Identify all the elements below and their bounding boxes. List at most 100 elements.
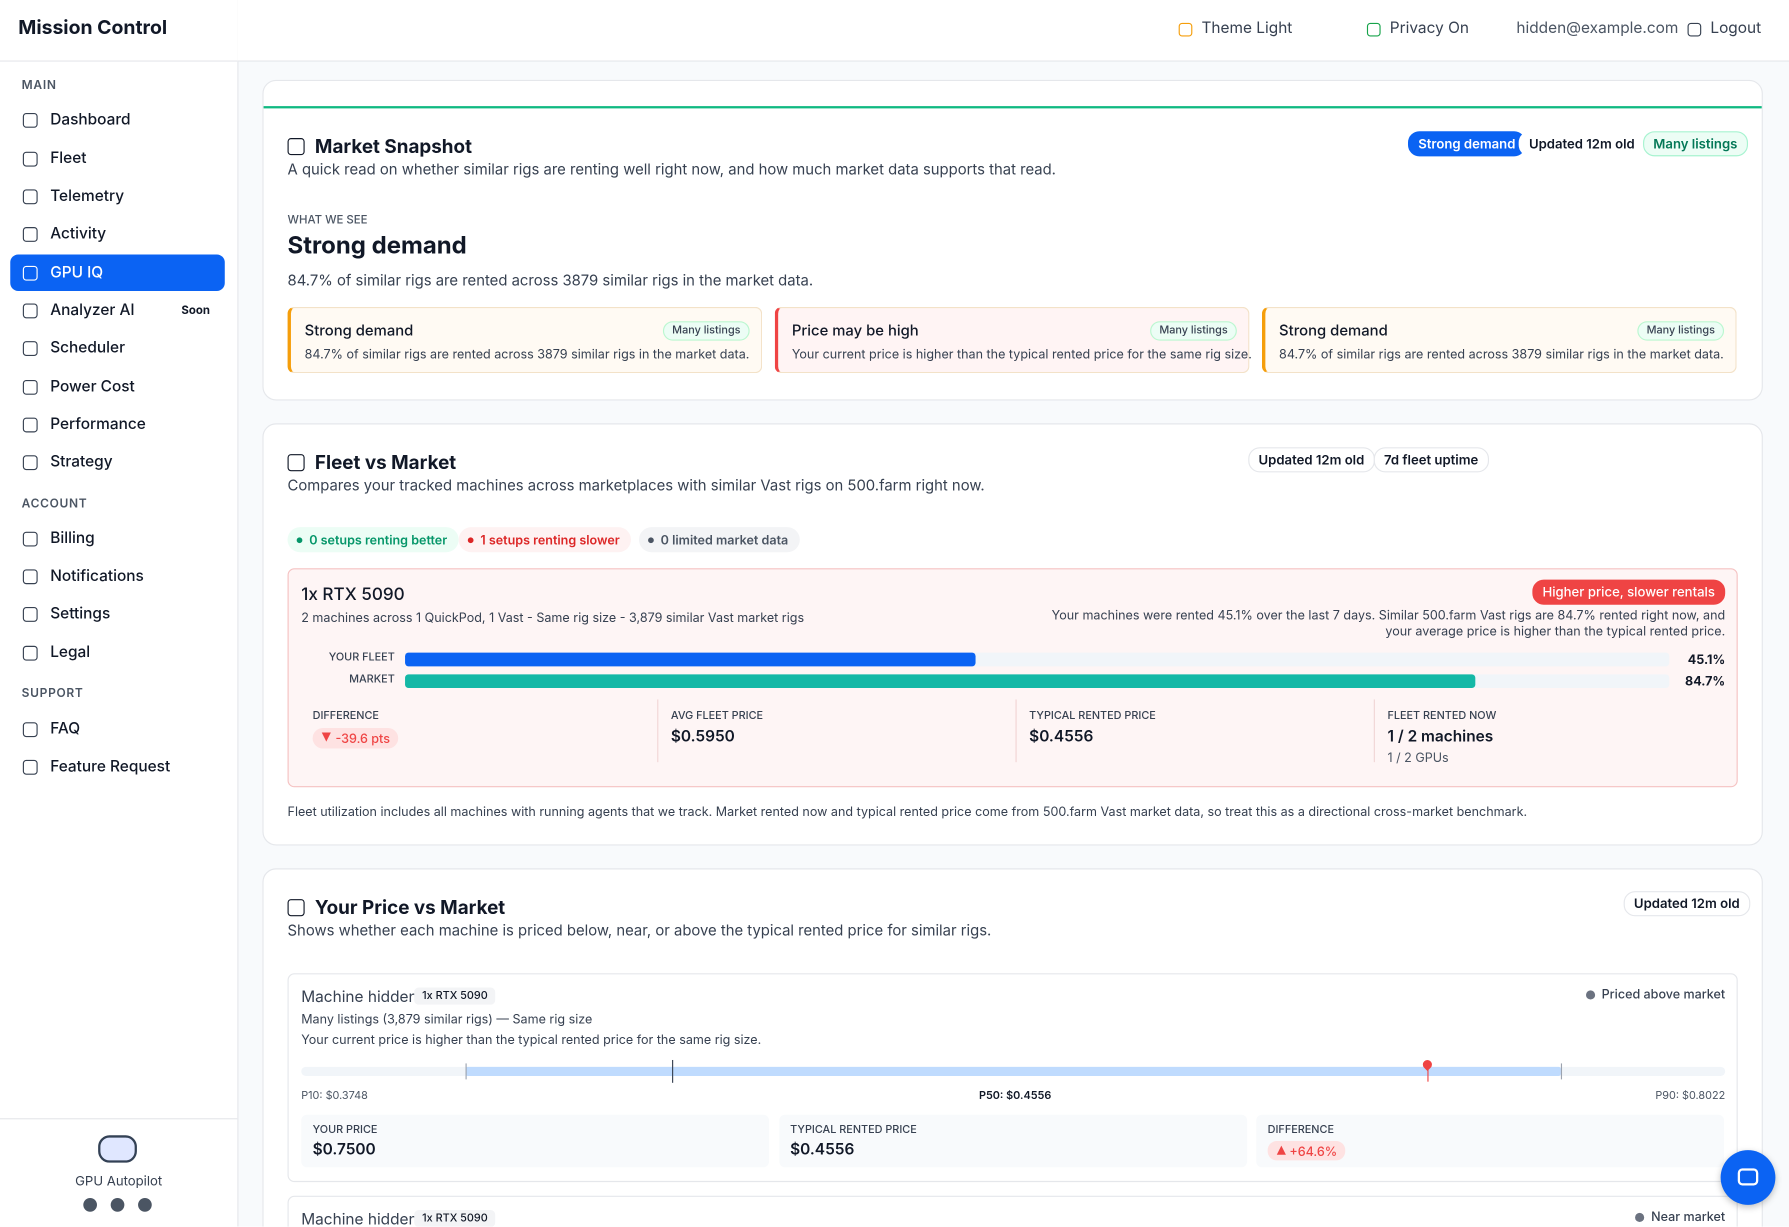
card-subtitle: A quick read on whether similar rigs are… (287, 160, 1056, 180)
sidebar: Mission Control MAIN Dashboard Fleet Telemet… (0, 0, 239, 1227)
accent-line (263, 106, 1762, 109)
card: Your Price vs Market Shows whether each m… (262, 868, 1763, 1227)
nav-label: Activity (50, 224, 107, 244)
nav-label: Performance (50, 415, 146, 434)
bar-value: 84.7% (1685, 673, 1726, 690)
percentile-tick (1560, 1063, 1563, 1080)
p10-label: P10: $0.3748 (301, 1089, 368, 1103)
icon (22, 721, 38, 737)
icon (287, 898, 305, 916)
nav-label: Scheduler (50, 338, 126, 358)
percentile-tick (465, 1063, 467, 1080)
nav-label: Power Cost (50, 377, 135, 396)
bar-label: MARKET (349, 673, 395, 686)
nav-item[interactable]: Notifications (10, 558, 225, 595)
icon (22, 531, 38, 546)
nav-label: Feature Request (50, 757, 171, 776)
summary: 84.7% of similar rigs are rented across … (287, 271, 814, 290)
stat-label: DIFFERENCE (1267, 1123, 1334, 1137)
status-badge: Strong demand (1407, 131, 1526, 157)
headline: Strong demand (287, 231, 467, 261)
icon (22, 568, 38, 584)
user-email: hidden@example.com (1516, 19, 1679, 38)
rig-note: your average price is higher than the ty… (1385, 622, 1726, 639)
soon-tag: Soon (181, 303, 210, 318)
icon (22, 112, 38, 128)
p50-label: P50: $0.4556 (978, 1089, 1052, 1103)
filter-pill[interactable]: 1 setups renting slower (458, 527, 632, 553)
icon (22, 417, 38, 432)
rig-status: Higher price, slower rentals (1532, 579, 1726, 605)
p90-label: P90: $0.8022 (1655, 1089, 1726, 1103)
brand: Mission Control (18, 17, 168, 40)
icon (22, 606, 38, 622)
nav-item[interactable]: Fleet (10, 140, 225, 177)
nav-item[interactable]: Power Cost (10, 369, 225, 406)
rig-tag: 1x RTX 5090 (414, 987, 496, 1005)
pill-label: 1 setups renting slower (480, 531, 620, 548)
filter-pill[interactable]: 0 setups renting better (287, 527, 459, 553)
filter-pill[interactable]: 0 limited market data (638, 527, 800, 553)
card: Market Snapshot A quick read on whether s… (262, 79, 1763, 401)
nav-label: Legal (50, 643, 91, 662)
difference-chip: -39.6 pts (312, 727, 398, 749)
rig-tag: 1x RTX 5090 (414, 1210, 496, 1227)
social-icon[interactable] (138, 1198, 152, 1212)
nav-item[interactable]: Telemetry (10, 178, 225, 215)
nav-label: Telemetry (50, 187, 125, 206)
assistant-button[interactable] (1720, 1150, 1776, 1205)
icon (22, 302, 38, 318)
status-label: Near market (1651, 1208, 1726, 1225)
status-badge: Many listings (1643, 131, 1748, 157)
icon (287, 453, 305, 471)
icon (22, 340, 38, 356)
stat-value: $0.5950 (670, 727, 735, 747)
stat-label: FLEET RENTED NOW (1387, 709, 1497, 723)
bar-track (405, 674, 1670, 689)
status-badge: 7d fleet uptime (1373, 447, 1489, 473)
insight-badge: Many listings (1637, 321, 1725, 341)
nav-label: Notifications (50, 567, 144, 586)
social-icon[interactable] (110, 1198, 125, 1212)
card-subtitle: Shows whether each machine is priced bel… (287, 921, 992, 941)
icon (287, 137, 305, 155)
footer-label: GPU Autopilot (75, 1172, 163, 1189)
topbar-label: Privacy On (1389, 19, 1469, 38)
nav-item[interactable]: Strategy (10, 444, 225, 481)
price-marker-stem (1427, 1066, 1429, 1082)
nav-item[interactable]: Performance (10, 406, 225, 443)
nav-item[interactable]: Activity (10, 216, 225, 253)
machine-name: Machine hidden (301, 1210, 418, 1227)
divider (0, 1118, 238, 1120)
nav-item[interactable]: Analyzer AI Soon (10, 292, 225, 329)
status-label: Priced above market (1601, 985, 1726, 1002)
nav-item[interactable]: FAQ (10, 711, 225, 748)
icon (22, 454, 38, 470)
machine-panel: Machine hidden 1x RTX 5090 Near market (287, 1195, 1738, 1227)
insight-text: 84.7% of similar rigs are rented across … (1279, 345, 1724, 362)
social-icon[interactable] (83, 1198, 97, 1212)
insight-card: Strong demand Many listings 84.7% of simil… (1261, 306, 1737, 374)
bar-track (405, 652, 1670, 667)
bar (405, 652, 976, 667)
nav-item[interactable]: Feature Request (10, 748, 225, 785)
nav-item[interactable]: GPU IQ (10, 254, 225, 291)
icon (22, 188, 38, 204)
nav-label: FAQ (50, 719, 81, 739)
icon (22, 379, 38, 395)
nav-item[interactable]: Legal (10, 634, 225, 671)
nav-item[interactable]: Scheduler (10, 330, 225, 367)
stat-sub: 1 / 2 GPUs (1387, 749, 1449, 766)
nav-label: Settings (50, 604, 111, 623)
rig-name: 1x RTX 5090 (301, 583, 405, 605)
section-title: ACCOUNT (21, 496, 88, 512)
nav-item[interactable]: Dashboard (10, 102, 225, 139)
icon (22, 759, 38, 775)
nav-item[interactable]: Settings (10, 596, 225, 633)
topbar-label: Logout (1710, 19, 1762, 38)
stat-label: AVG FLEET PRICE (670, 709, 764, 723)
nav-label: Analyzer AI (50, 301, 135, 320)
insight-title: Price may be high (791, 321, 919, 341)
nav-item[interactable]: Billing (10, 520, 225, 557)
